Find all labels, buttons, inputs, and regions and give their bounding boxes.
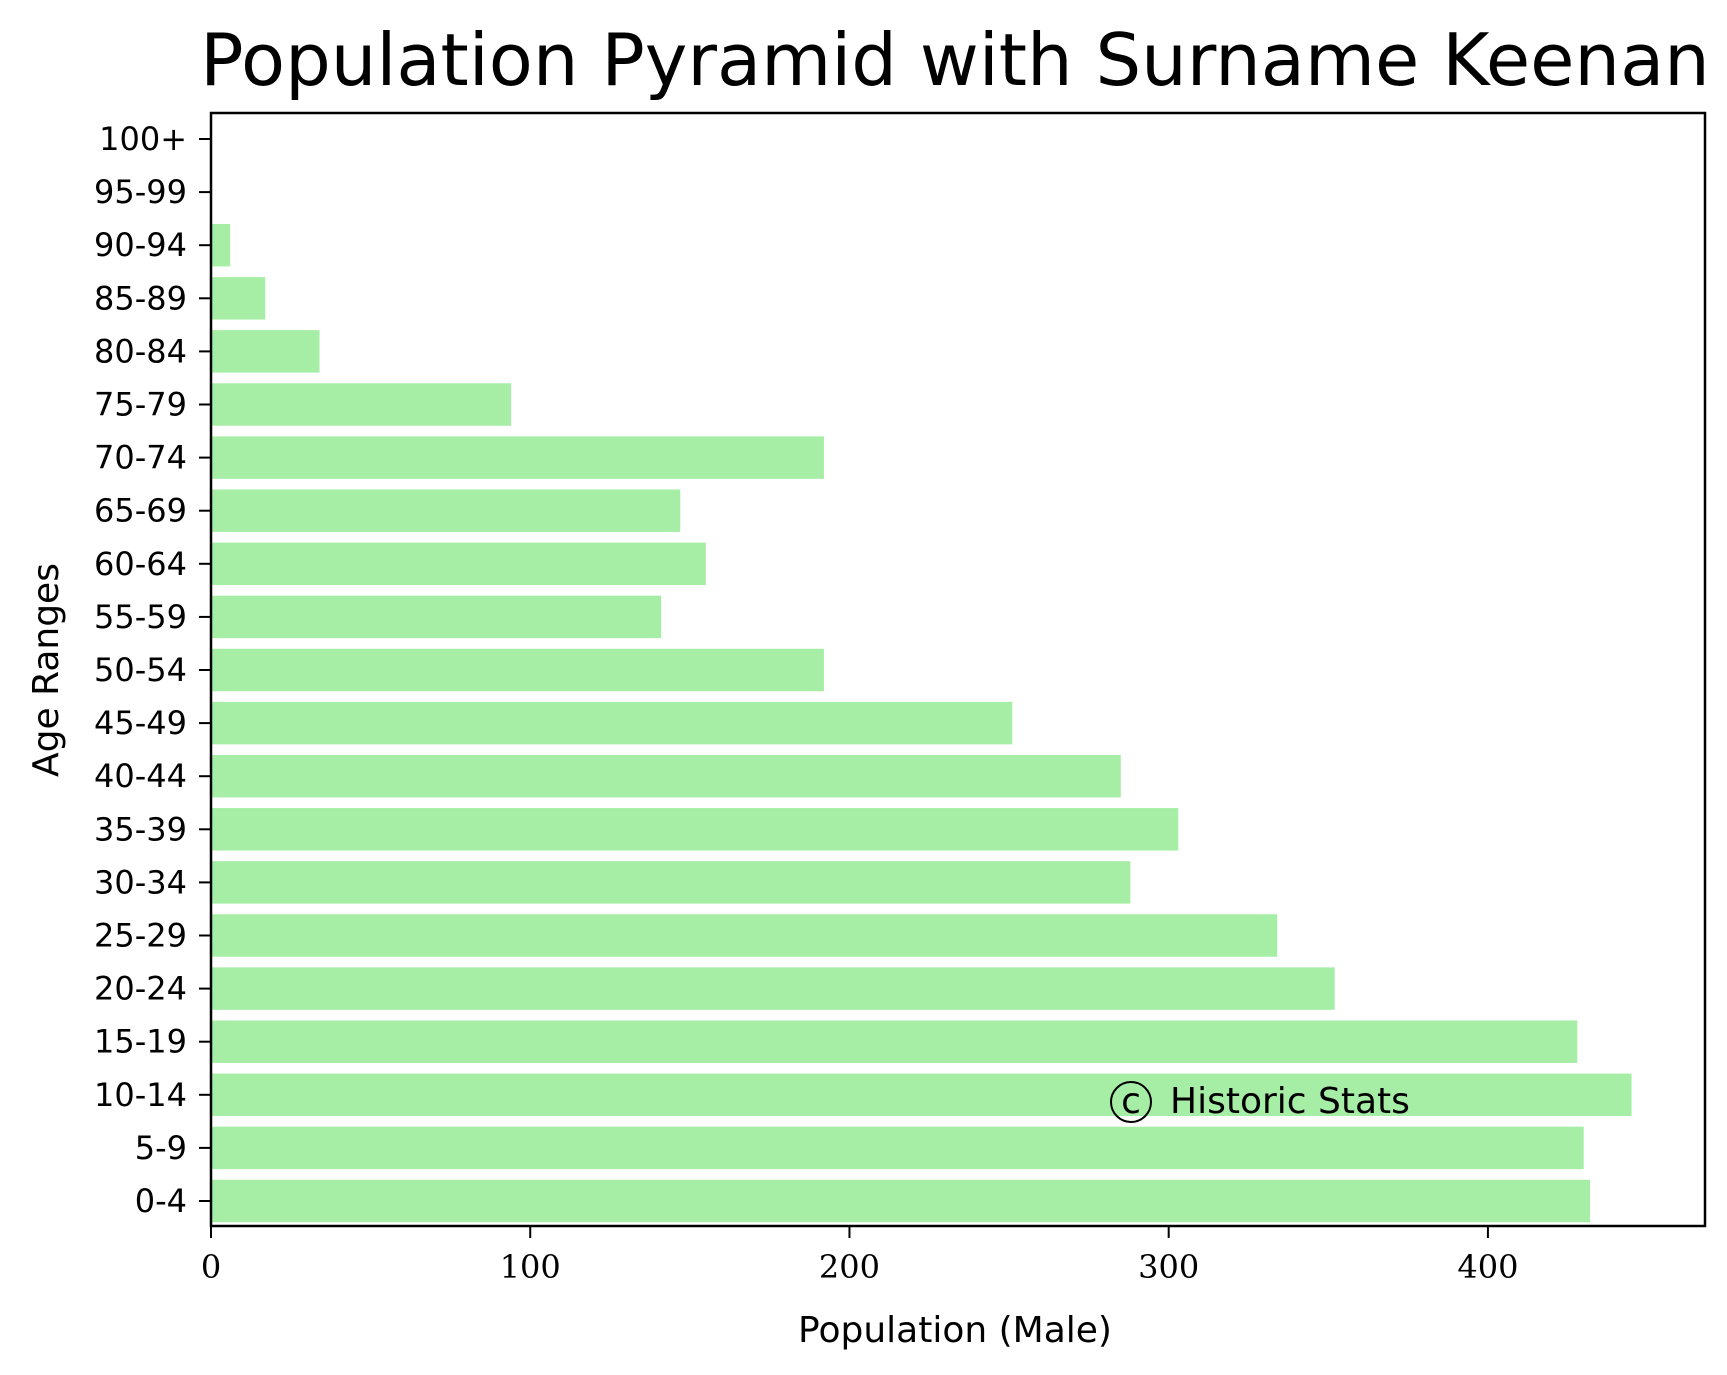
y-tick-label: 30-34 (94, 863, 187, 901)
y-tick-label: 40-44 (94, 757, 187, 795)
y-tick-label: 35-39 (94, 810, 187, 848)
bar-70-74 (211, 436, 824, 479)
x-tick-label: 400 (1457, 1248, 1518, 1286)
bar-50-54 (211, 648, 824, 692)
y-tick-label: 70-74 (94, 439, 187, 477)
y-tick-label: 90-94 (94, 226, 187, 264)
y-tick-label: 10-14 (94, 1076, 187, 1114)
x-tick-label: 100 (500, 1248, 561, 1286)
y-tick-label: 95-99 (94, 173, 187, 211)
y-tick-label: 0-4 (135, 1182, 187, 1220)
y-tick-label: 55-59 (94, 598, 187, 636)
bar-65-69 (211, 489, 681, 532)
y-ticks-group: 0-4 5-9 10-14 15-19 20-24 25-29 30-34 35-39 40-4… (94, 120, 211, 1220)
y-tick-label: 5-9 (135, 1129, 187, 1167)
chart-title: Population Pyramid with Surname Keenan (200, 18, 1710, 102)
bar-45-49 (211, 701, 1013, 745)
bar-80-84 (211, 330, 320, 373)
y-tick-label: 100+ (99, 120, 187, 158)
bar-10-14 (211, 1073, 1632, 1117)
x-tick-label: 200 (819, 1248, 880, 1286)
copyright-watermark: c Historic Stats (1110, 1081, 1410, 1123)
y-tick-label: 25-29 (94, 917, 187, 955)
y-tick-label: 50-54 (94, 651, 187, 689)
copyright-letter: c (1121, 1081, 1141, 1122)
y-tick-label: 65-69 (94, 492, 187, 530)
x-tick-label: 0 (201, 1248, 221, 1286)
bar-25-29 (211, 914, 1278, 957)
bars-group (211, 223, 1632, 1223)
bar-0-4 (211, 1179, 1591, 1223)
bar-40-44 (211, 754, 1121, 798)
y-tick-label: 85-89 (94, 279, 187, 317)
y-axis-label: Age Ranges (26, 563, 67, 777)
bar-60-64 (211, 542, 706, 586)
bar-75-79 (211, 383, 512, 426)
watermark-text: Historic Stats (1170, 1081, 1410, 1122)
bar-90-94 (211, 223, 231, 267)
plot-frame (209, 111, 1707, 1228)
x-axis-label: Population (Male) (798, 1310, 1112, 1351)
bar-15-19 (211, 1020, 1578, 1063)
x-ticks-group: 0 100 200 300 400 (201, 1226, 1518, 1286)
y-tick-label: 75-79 (94, 386, 187, 424)
bar-20-24 (211, 967, 1335, 1010)
y-tick-label: 15-19 (94, 1023, 187, 1061)
y-tick-label: 80-84 (94, 332, 187, 370)
y-tick-label: 20-24 (94, 970, 187, 1008)
copyright-icon (1110, 1081, 1152, 1123)
bar-5-9 (211, 1126, 1584, 1170)
bar-35-39 (211, 808, 1179, 851)
bar-30-34 (211, 861, 1131, 904)
bar-85-89 (211, 277, 266, 320)
x-tick-label: 300 (1138, 1248, 1199, 1286)
y-tick-label: 60-64 (94, 545, 187, 583)
bar-55-59 (211, 595, 662, 639)
y-tick-label: 45-49 (94, 704, 187, 742)
